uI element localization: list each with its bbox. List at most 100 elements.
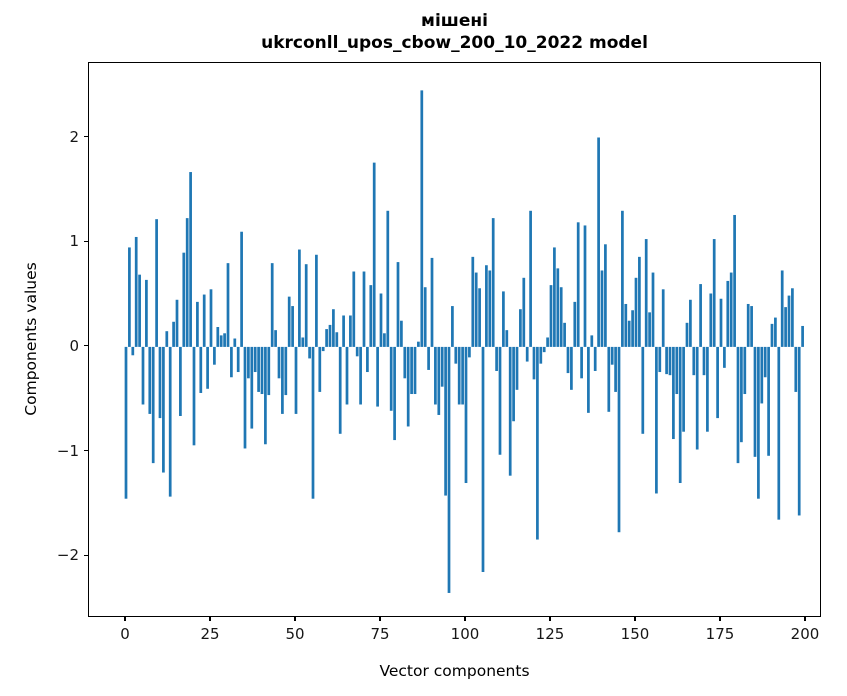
bar [529, 210, 532, 347]
bar [376, 346, 379, 407]
bar [726, 280, 730, 347]
bar [355, 346, 359, 357]
bar [556, 268, 560, 347]
bar [525, 346, 529, 362]
bar [155, 219, 158, 347]
bar [610, 346, 614, 365]
bar [308, 346, 311, 359]
bar [179, 346, 182, 416]
bar [172, 321, 175, 347]
bar [719, 298, 723, 347]
bar [393, 346, 396, 441]
bar [145, 279, 148, 347]
bar [685, 322, 689, 347]
x-tick-label: 50 [285, 625, 305, 643]
bar [600, 270, 604, 347]
bar [199, 346, 203, 393]
bar [780, 270, 784, 347]
x-tick-label: 0 [120, 625, 130, 643]
bar [797, 346, 801, 516]
chart-title: мішені ukrconll_upos_cbow_200_10_2022 mo… [88, 10, 821, 54]
bar [709, 293, 713, 347]
bar [672, 346, 675, 440]
bar [338, 346, 342, 434]
bar [372, 162, 376, 347]
bar [542, 346, 546, 353]
bar [519, 309, 522, 347]
bar [332, 309, 335, 347]
bar [447, 346, 451, 593]
x-tick-label: 75 [370, 625, 390, 643]
bar [352, 271, 356, 347]
bar [706, 346, 709, 432]
bar [379, 293, 383, 347]
bar [342, 315, 345, 347]
bar [366, 346, 369, 373]
bar [774, 317, 777, 347]
bar [583, 225, 587, 347]
bar [488, 270, 492, 347]
bar [678, 346, 682, 484]
bar [661, 289, 665, 347]
bars-canvas [124, 90, 804, 593]
x-tick-mark [209, 617, 211, 621]
bar [682, 346, 685, 432]
bar [668, 346, 672, 376]
bar [505, 330, 509, 347]
bar [753, 346, 757, 457]
bar [369, 285, 373, 347]
bar [406, 346, 410, 427]
bar [549, 285, 553, 347]
bar [787, 295, 791, 347]
bar [362, 271, 366, 347]
bar [641, 346, 645, 434]
y-axis-label: Components values [22, 262, 40, 416]
bar [131, 346, 135, 356]
bar [165, 331, 169, 347]
bar [206, 346, 209, 389]
bar [580, 346, 583, 379]
bar [243, 346, 247, 449]
bar [277, 346, 281, 379]
x-tick-label: 25 [200, 625, 220, 643]
bar [471, 256, 475, 347]
bar [733, 214, 736, 347]
bar [168, 346, 172, 497]
bar [495, 346, 498, 371]
bar [546, 337, 549, 347]
bar [464, 346, 468, 484]
bar [257, 346, 260, 392]
bar [746, 303, 750, 347]
bar [655, 346, 658, 494]
bar [763, 346, 767, 378]
bar [128, 247, 131, 347]
chart-title-line2: ukrconll_upos_cbow_200_10_2022 model [261, 33, 648, 53]
bar [328, 324, 332, 347]
y-tick-mark [84, 554, 88, 556]
bar [434, 346, 437, 405]
bar [359, 346, 362, 405]
x-tick-label: 100 [450, 625, 480, 643]
bar [587, 346, 590, 413]
x-tick-mark [379, 617, 381, 621]
chart-title-line1: мішені [421, 11, 488, 31]
bar [216, 327, 220, 347]
bar [141, 346, 145, 405]
bar [593, 346, 597, 371]
bar [760, 346, 764, 404]
bar [226, 263, 230, 347]
y-tick-label: −2 [56, 546, 79, 565]
y-tick-mark [84, 450, 88, 452]
bar [413, 346, 417, 395]
bar [750, 306, 753, 347]
bar [648, 312, 651, 347]
bar [148, 346, 152, 414]
bar [675, 346, 679, 395]
bar [563, 322, 566, 347]
bar [502, 291, 505, 347]
bar [202, 294, 206, 347]
y-tick-label: 2 [69, 127, 79, 146]
bar [318, 346, 322, 392]
bar [553, 247, 556, 347]
